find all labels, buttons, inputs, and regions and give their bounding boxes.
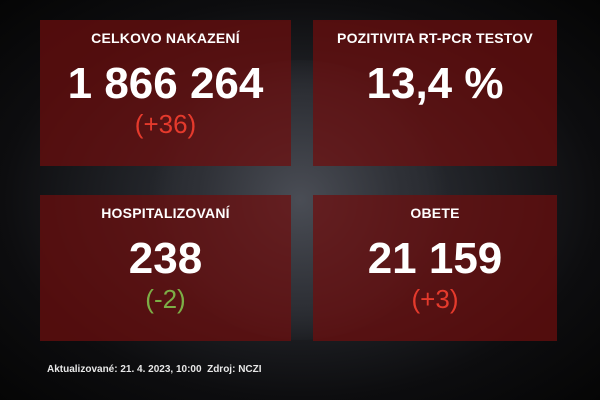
card-deaths: OBETE 21 159 (+3) bbox=[313, 195, 557, 341]
card-pcr-positivity: POZITIVITA RT-PCR TESTOV 13,4 % bbox=[313, 20, 557, 166]
card-title: HOSPITALIZOVANÍ bbox=[101, 205, 230, 221]
card-delta: (+36) bbox=[134, 109, 197, 139]
card-title: POZITIVITA RT-PCR TESTOV bbox=[337, 30, 533, 46]
card-delta: (+3) bbox=[411, 284, 459, 314]
card-total-infected: CELKOVO NAKAZENÍ 1 866 264 (+36) bbox=[40, 20, 291, 166]
card-hospitalized: HOSPITALIZOVANÍ 238 (-2) bbox=[40, 195, 291, 341]
footer: Aktualizované: 21. 4. 2023, 10:00 Zdroj:… bbox=[47, 364, 262, 375]
card-title: OBETE bbox=[410, 205, 460, 221]
card-value: 21 159 bbox=[367, 234, 503, 283]
updated-timestamp: Aktualizované: 21. 4. 2023, 10:00 bbox=[47, 364, 202, 375]
card-value: 13,4 % bbox=[366, 59, 504, 108]
card-value: 238 bbox=[128, 234, 203, 283]
card-title: CELKOVO NAKAZENÍ bbox=[91, 30, 240, 46]
card-delta: (-2) bbox=[145, 284, 186, 314]
card-value: 1 866 264 bbox=[67, 59, 264, 108]
data-source: Zdroj: NCZI bbox=[207, 364, 262, 375]
